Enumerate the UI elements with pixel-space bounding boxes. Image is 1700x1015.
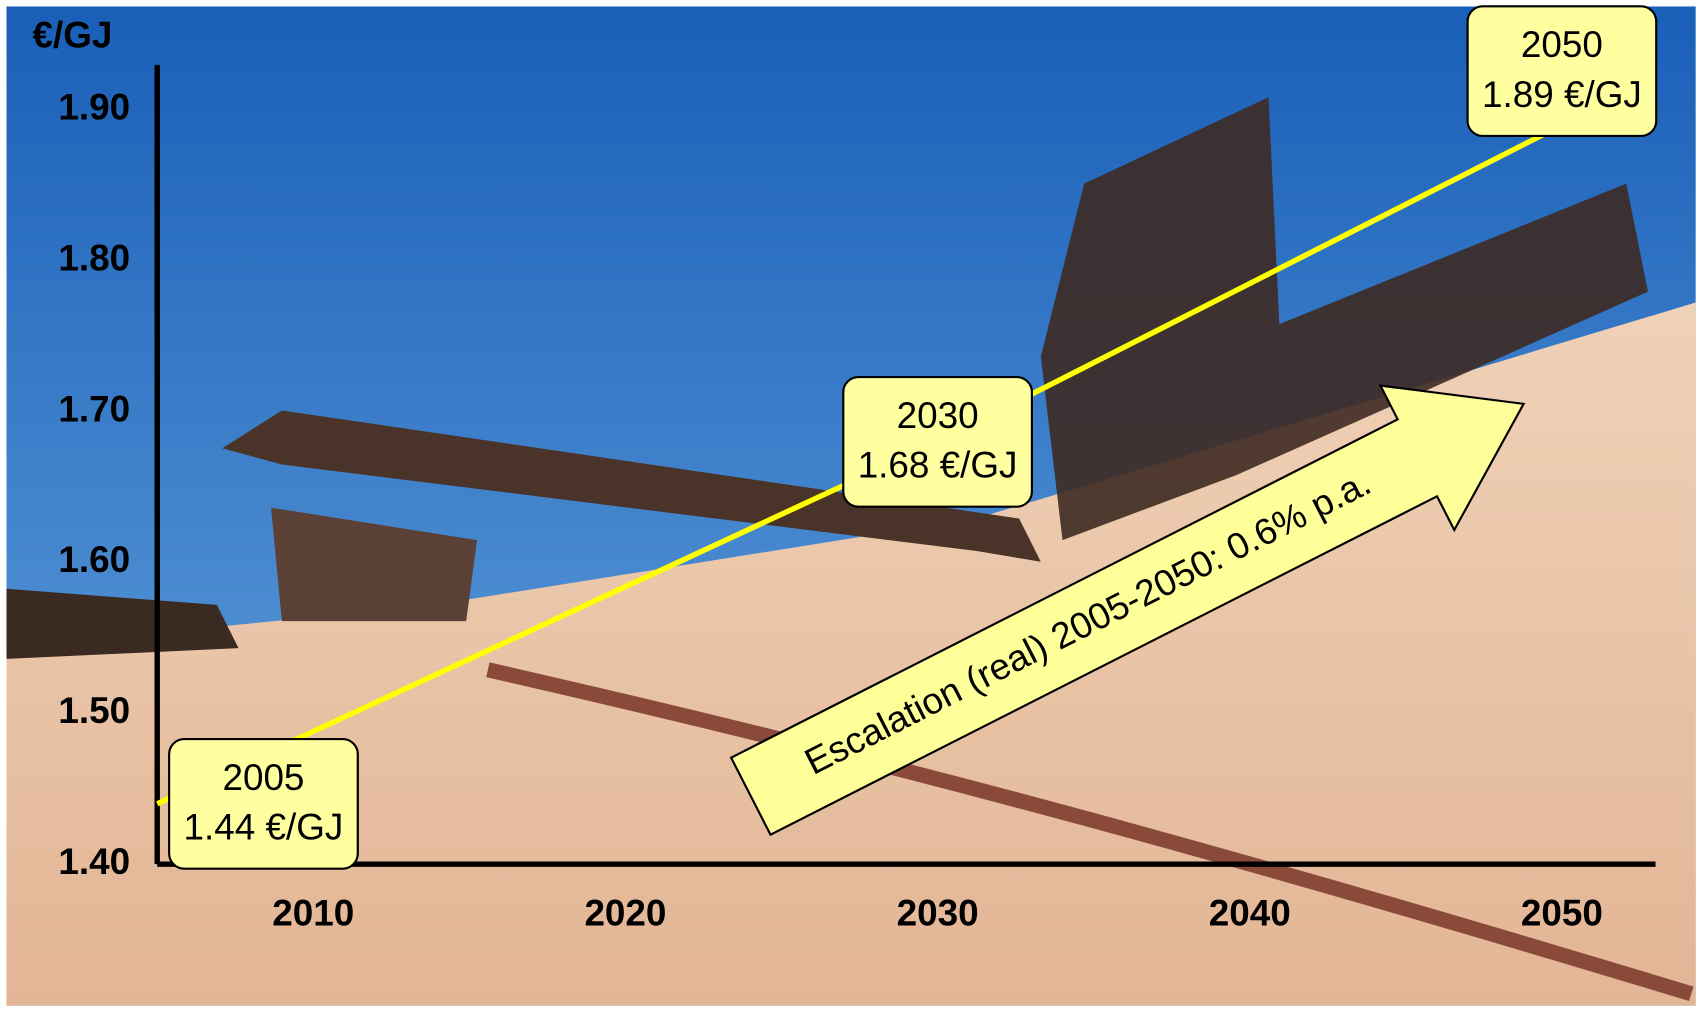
photo-excavator [1040,97,1648,541]
callout-value: 1.44 €/GJ [184,807,344,848]
callout-value: 1.89 €/GJ [1482,74,1642,115]
photo-conveyor [6,588,239,659]
callout-box [842,375,1034,508]
y-tick-label: 1.90 [58,87,130,128]
y-tick-label: 1.80 [58,238,130,279]
x-tick-label: 2010 [272,893,354,934]
photo-hose [486,662,1694,1002]
x-tick-label: 2040 [1209,893,1291,934]
callout-box [168,737,359,870]
photo-sand [6,302,1696,1006]
photo-machine [271,507,478,622]
y-tick-label: 1.40 [58,841,130,882]
y-tick-label: 1.60 [58,539,130,580]
y-tick-label: 1.50 [58,690,130,731]
callout-box [1466,5,1658,138]
x-tick-label: 2030 [897,893,979,934]
callout-year: 2005 [222,757,304,798]
arrow-shape [729,384,1526,837]
photo-bridge [222,410,1041,562]
callout-value: 1.68 €/GJ [858,445,1018,486]
x-tick-label: 2020 [584,893,666,934]
y-tick-label: 1.70 [58,388,130,429]
callout-year: 2030 [897,395,979,436]
y-axis-label: €/GJ [33,15,113,56]
callout-year: 2050 [1521,24,1603,65]
x-tick-label: 2050 [1521,893,1603,934]
